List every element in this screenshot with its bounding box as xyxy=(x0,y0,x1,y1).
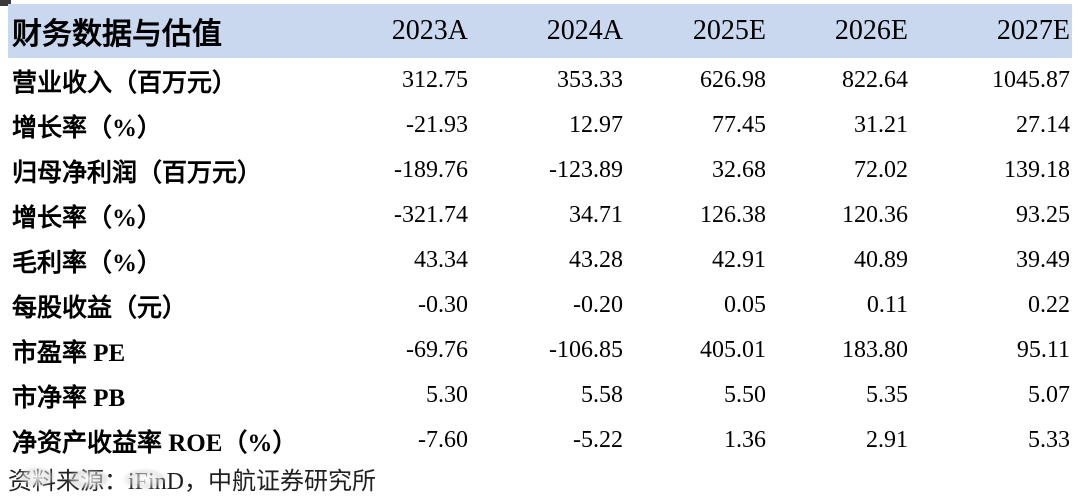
row-value: -189.76 xyxy=(394,157,468,183)
corner-artifact xyxy=(0,0,11,6)
table-body: 营业收入（百万元） 312.75 353.33 626.98 822.64 1045.87… xyxy=(8,58,1072,463)
table-title: 财务数据与估值 xyxy=(8,4,320,58)
column-header-2026e: 2026E xyxy=(768,4,910,58)
row-label: 营业收入（百万元） xyxy=(12,69,238,97)
source-note: 资料来源：iFinD，中航证券研究所 xyxy=(8,469,377,495)
row-value: 27.14 xyxy=(1016,112,1070,138)
row-value: 5.58 xyxy=(581,382,623,408)
row-value: 42.91 xyxy=(712,247,766,273)
row-value: -5.22 xyxy=(573,427,623,453)
financial-table: 财务数据与估值 2023A 2024A 2025E 2026E 2027E 营业… xyxy=(8,4,1072,463)
table-row: 增长率（%） -21.93 12.97 77.45 31.21 27.14 xyxy=(8,103,1072,148)
row-value: -69.76 xyxy=(406,337,468,363)
table-header-row: 财务数据与估值 2023A 2024A 2025E 2026E 2027E xyxy=(8,4,1072,58)
row-label: 增长率（%） xyxy=(12,114,163,142)
row-value: 72.02 xyxy=(854,157,908,183)
row-label: 净资产收益率 ROE（%） xyxy=(12,429,298,457)
row-value: 0.22 xyxy=(1028,292,1070,318)
row-label: 毛利率（%） xyxy=(12,249,163,277)
row-value: 1045.87 xyxy=(992,67,1070,93)
row-value: 139.18 xyxy=(1004,157,1070,183)
row-value: 39.49 xyxy=(1016,247,1070,273)
row-value: 5.35 xyxy=(866,382,908,408)
table-row: 每股收益（元） -0.30 -0.20 0.05 0.11 0.22 xyxy=(8,283,1072,328)
table-row: 营业收入（百万元） 312.75 353.33 626.98 822.64 1045.87 xyxy=(8,58,1072,103)
row-value: 353.33 xyxy=(557,67,623,93)
row-value: 93.25 xyxy=(1016,202,1070,228)
row-label: 市净率 PB xyxy=(12,384,126,412)
row-value: -321.74 xyxy=(394,202,468,228)
row-value: 312.75 xyxy=(402,67,468,93)
row-value: 5.33 xyxy=(1028,427,1070,453)
row-value: 0.05 xyxy=(724,292,766,318)
row-value: 5.50 xyxy=(724,382,766,408)
row-value: 1.36 xyxy=(724,427,766,453)
row-value: 31.21 xyxy=(854,112,908,138)
table-row: 市净率 PB 5.30 5.58 5.50 5.35 5.07 xyxy=(8,373,1072,418)
row-value: 77.45 xyxy=(712,112,766,138)
row-value: 405.01 xyxy=(700,337,766,363)
table-row: 归母净利润（百万元） -189.76 -123.89 32.68 72.02 139.18 xyxy=(8,148,1072,193)
row-value: 126.38 xyxy=(700,202,766,228)
row-value: -7.60 xyxy=(418,427,468,453)
row-value: -0.20 xyxy=(573,292,623,318)
table-row: 市盈率 PE -69.76 -106.85 405.01 183.80 95.11 xyxy=(8,328,1072,373)
row-value: 43.34 xyxy=(414,247,468,273)
row-value: 0.11 xyxy=(866,292,908,318)
row-value: 12.97 xyxy=(569,112,623,138)
column-header-2027e: 2027E xyxy=(910,4,1072,58)
row-label: 市盈率 PE xyxy=(12,339,126,367)
row-value: 32.68 xyxy=(712,157,766,183)
row-value: -0.30 xyxy=(418,292,468,318)
row-value: 40.89 xyxy=(854,247,908,273)
table-row: 增长率（%） -321.74 34.71 126.38 120.36 93.25 xyxy=(8,193,1072,238)
row-value: 5.30 xyxy=(426,382,468,408)
row-value: 183.80 xyxy=(842,337,908,363)
row-value: 43.28 xyxy=(569,247,623,273)
column-header-2025e: 2025E xyxy=(625,4,768,58)
row-value: -123.89 xyxy=(549,157,623,183)
table-row: 毛利率（%） 43.34 43.28 42.91 40.89 39.49 xyxy=(8,238,1072,283)
row-value: 822.64 xyxy=(842,67,908,93)
table-row: 净资产收益率 ROE（%） -7.60 -5.22 1.36 2.91 5.33 xyxy=(8,418,1072,463)
row-value: 2.91 xyxy=(866,427,908,453)
row-label: 增长率（%） xyxy=(12,204,163,232)
row-value: 626.98 xyxy=(700,67,766,93)
row-value: -106.85 xyxy=(549,337,623,363)
row-label: 归母净利润（百万元） xyxy=(12,159,263,187)
row-label: 每股收益（元） xyxy=(12,294,188,322)
column-header-2023a: 2023A xyxy=(320,4,470,58)
row-value: 120.36 xyxy=(842,202,908,228)
row-value: 34.71 xyxy=(569,202,623,228)
row-value: 5.07 xyxy=(1028,382,1070,408)
financial-table-wrap: 财务数据与估值 2023A 2024A 2025E 2026E 2027E 营业… xyxy=(8,4,1072,463)
row-value: -21.93 xyxy=(406,112,468,138)
row-value: 95.11 xyxy=(1016,337,1070,363)
column-header-2024a: 2024A xyxy=(470,4,625,58)
